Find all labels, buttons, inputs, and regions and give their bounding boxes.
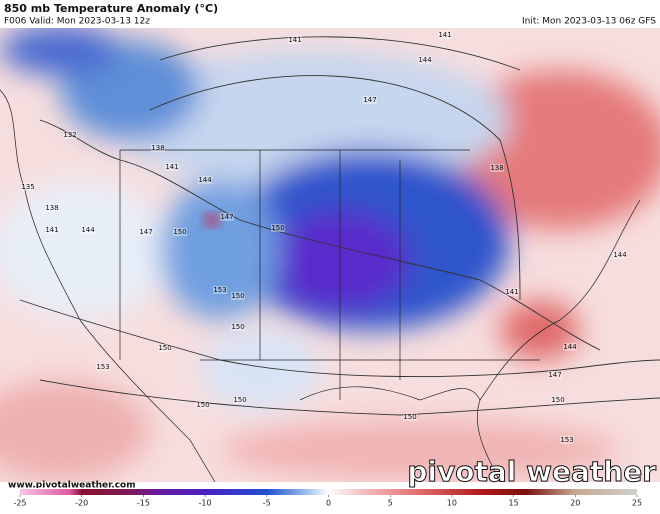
contour-label-bg (45, 204, 59, 212)
map (0, 28, 660, 482)
colorbar-tick-label: 10 (447, 499, 457, 508)
contour-label: 150 (196, 401, 209, 409)
contour-label-bg (560, 436, 574, 444)
contour-label: 141 (438, 31, 451, 39)
contour-label: 141 (505, 288, 518, 296)
colorbar-ticks: -25 -20 -15 -10 -5 0 5 10 15 20 25 (13, 495, 642, 508)
contour-label: 138 (490, 164, 503, 172)
contour-label-bg (403, 413, 417, 421)
contour-label: 150 (551, 396, 564, 404)
contour-label-bg (563, 343, 577, 351)
contour-label: 147 (363, 96, 376, 104)
contour-label-bg (198, 176, 212, 184)
contour-label-bg (438, 31, 452, 39)
contour-label-bg (490, 164, 504, 172)
brand: pivotal weather (407, 455, 656, 488)
contour-label: 153 (96, 363, 109, 371)
colorbar-tick-label: -10 (199, 499, 212, 508)
contour-label: 153 (213, 286, 226, 294)
contour-label-bg (548, 371, 562, 379)
contour-label-bg (158, 344, 172, 352)
contour-label: 141 (288, 36, 301, 44)
contour-label-bg (213, 286, 227, 294)
colorbar-tick-label: -20 (75, 499, 88, 508)
contour-label: 153 (560, 436, 573, 444)
title: 850 mb Temperature Anomaly (°C) (4, 2, 218, 15)
contour-label-bg (613, 251, 627, 259)
contour-label-bg (418, 56, 432, 64)
contour-label: 150 (231, 323, 244, 331)
contour-label-bg (45, 226, 59, 234)
contour-label-bg (63, 131, 77, 139)
colorbar-tick-label: 15 (509, 499, 519, 508)
contour-label: 150 (158, 344, 171, 352)
colorbar-tick-label: 20 (570, 499, 580, 508)
contour-label-bg (363, 96, 377, 104)
contour-label-bg (21, 183, 35, 191)
contour-label: 150 (231, 292, 244, 300)
colorbar-tick-label: -25 (13, 499, 26, 508)
valid-time: F006 Valid: Mon 2023-03-13 12z (4, 17, 150, 27)
contour-label: 144 (198, 176, 212, 184)
contour-label-bg (271, 224, 285, 232)
contour-label: 141 (45, 226, 58, 234)
colorbar-tick-label: 25 (632, 499, 642, 508)
colorbar-tick-label: 5 (388, 499, 393, 508)
contour-label: 138 (45, 204, 58, 212)
contour-label: 147 (220, 213, 233, 221)
contour-labels: 141 141 144 147 132 138 141 144 135 138 141 144 147 1… (21, 31, 627, 444)
contour-label-bg (139, 228, 153, 236)
contour-label: 144 (613, 251, 627, 259)
website: www.pivotalweather.com (8, 481, 136, 491)
contour-label-bg (151, 144, 165, 152)
contour-label-bg (231, 323, 245, 331)
colorbar-tick-label: -15 (137, 499, 150, 508)
contour-label-bg (96, 363, 110, 371)
contour-label-bg (231, 292, 245, 300)
colorbar (20, 489, 637, 495)
colorbar-tick-label: 0 (326, 499, 331, 508)
contour-label: 150 (403, 413, 416, 421)
contour-label: 147 (548, 371, 561, 379)
coastlines (0, 89, 641, 482)
contour-label: 147 (139, 228, 152, 236)
contour-label-bg (196, 401, 210, 409)
contour-label: 144 (81, 226, 95, 234)
contour-label: 135 (21, 183, 34, 191)
contour-label: 150 (233, 396, 246, 404)
contour-label-bg (173, 228, 187, 236)
contour-label: 144 (418, 56, 432, 64)
contour-label: 132 (63, 131, 76, 139)
contours (19, 36, 660, 416)
contour-label: 150 (173, 228, 186, 236)
contour-label: 144 (563, 343, 577, 351)
contour-label-bg (81, 226, 95, 234)
contour-label-bg (165, 163, 179, 171)
contour-label-bg (233, 396, 247, 404)
contour-label-bg (505, 288, 519, 296)
contour-label: 141 (165, 163, 178, 171)
colorbar-tick-label: -5 (263, 499, 271, 508)
contour-label-bg (220, 213, 234, 221)
contour-label: 138 (151, 144, 164, 152)
contour-label-bg (288, 36, 302, 44)
contour-label: 150 (271, 224, 284, 232)
init-time: Init: Mon 2023-03-13 06z GFS (522, 17, 656, 27)
contour-label-bg (551, 396, 565, 404)
